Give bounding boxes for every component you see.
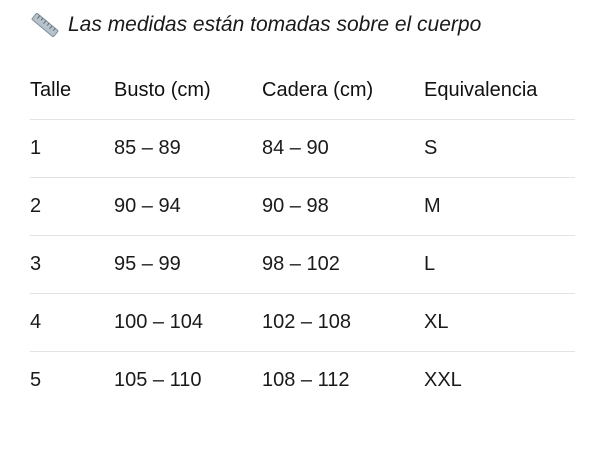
table-row: 5 105 – 110 108 – 112 XXL: [30, 352, 575, 410]
cell-talle: 4: [30, 293, 114, 352]
measurement-note: Las medidas están tomadas sobre el cuerp…: [30, 10, 481, 40]
note-text: Las medidas están tomadas sobre el cuerp…: [68, 13, 482, 36]
cell-cadera: 108 – 112: [262, 369, 350, 391]
table-row: 1 85 – 89 84 – 90 S: [30, 119, 575, 178]
header-cadera: Cadera (cm): [262, 61, 424, 120]
header-busto: Busto (cm): [114, 61, 262, 120]
cell-busto: 90 – 94: [114, 177, 262, 236]
table-row: 3 95 – 99 98 – 102 L: [30, 235, 575, 294]
cell-equivalencia: M: [424, 177, 575, 236]
cell-busto: 100 – 104: [114, 293, 262, 352]
cell-equivalencia: XXL: [424, 369, 462, 391]
cell-equivalencia: L: [424, 235, 575, 294]
cell-equivalencia: XL: [424, 293, 575, 352]
cell-busto: 95 – 99: [114, 235, 262, 294]
cell-cadera: 90 – 98: [262, 177, 424, 236]
cell-busto: 105 – 110: [114, 369, 202, 391]
cell-equivalencia: S: [424, 119, 575, 178]
cell-busto: 85 – 89: [114, 119, 262, 178]
table-header-row: Talle Busto (cm) Cadera (cm) Equivalenci…: [30, 61, 575, 120]
header-talle: Talle: [30, 61, 114, 120]
cell-talle: 1: [30, 119, 114, 178]
ruler-icon: [30, 12, 60, 38]
cell-cadera: 102 – 108: [262, 293, 424, 352]
cell-cadera: 98 – 102: [262, 235, 424, 294]
table-row: 2 90 – 94 90 – 98 M: [30, 177, 575, 236]
size-table: Talle Busto (cm) Cadera (cm) Equivalenci…: [30, 61, 575, 409]
header-equivalencia: Equivalencia: [424, 61, 575, 120]
table-row: 4 100 – 104 102 – 108 XL: [30, 293, 575, 352]
cell-cadera: 84 – 90: [262, 119, 424, 178]
cell-talle: 3: [30, 235, 114, 294]
cell-talle: 5: [30, 369, 42, 391]
cell-talle: 2: [30, 177, 114, 236]
